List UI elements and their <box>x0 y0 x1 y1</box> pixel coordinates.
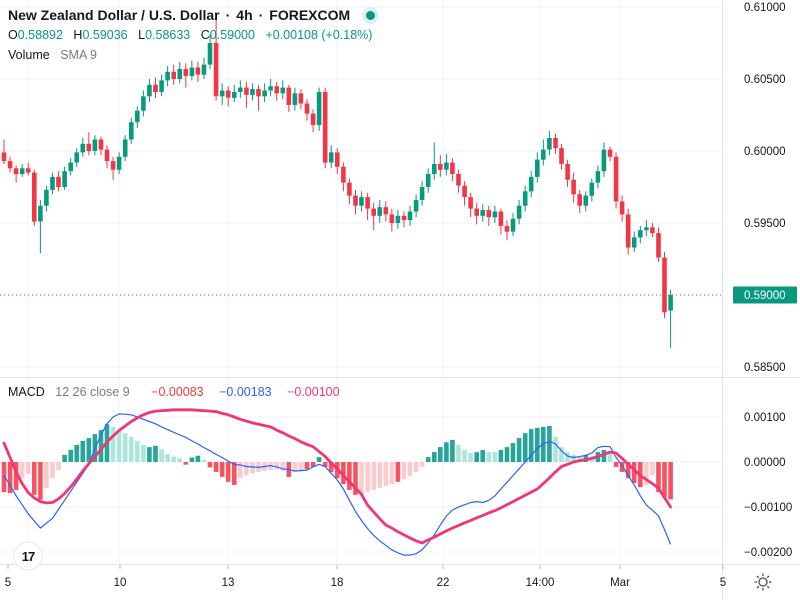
svg-text:0.59000: 0.59000 <box>744 290 786 302</box>
svg-text:17: 17 <box>22 549 35 564</box>
macd-params: 12 26 close 9 <box>55 385 130 399</box>
price-tick-label: 0.60500 <box>744 74 786 86</box>
price-scale[interactable]: 0.61000 0.60500 0.60000 0.59500 0.59000 0.585… <box>744 2 792 559</box>
macd-line-value: −0.00183 <box>219 385 272 399</box>
high-value: 0.59036 <box>82 28 128 42</box>
open-label: O <box>8 28 18 42</box>
change-value: +0.00108 (+0.18%) <box>265 28 373 42</box>
volume-legend[interactable]: Volume SMA 9 <box>8 48 375 63</box>
title-separator: · <box>225 7 231 23</box>
market-status-dot[interactable] <box>366 10 376 20</box>
macd-tick-label: −0.00100 <box>744 502 792 514</box>
price-tick-label: 0.60000 <box>744 146 786 158</box>
time-tick-label: 22 <box>437 577 450 589</box>
close-value: 0.59000 <box>209 28 255 42</box>
sun-icon[interactable] <box>754 573 772 591</box>
macd-tick-label: 0.00100 <box>744 412 786 424</box>
macd-signal-value: −0.00100 <box>287 385 340 399</box>
high-label: H <box>73 28 83 42</box>
time-tick-label: 13 <box>222 577 235 589</box>
last-price-badge: 0.59000 <box>733 286 797 304</box>
title-separator: · <box>258 7 264 23</box>
macd-hist-value: −0.00083 <box>151 385 204 399</box>
legend-main: New Zealand Dollar / U.S. Dollar · 4h · … <box>8 6 376 63</box>
low-value: 0.58633 <box>145 28 191 42</box>
low-label: L <box>138 28 146 42</box>
macd-tick-label: −0.00200 <box>744 547 792 559</box>
symbol-title[interactable]: New Zealand Dollar / U.S. Dollar <box>8 7 220 23</box>
price-tick-label: 0.58500 <box>744 362 786 374</box>
tradingview-logo[interactable]: 17 <box>13 541 43 571</box>
close-label: C <box>200 28 210 42</box>
time-tick-label: 5 <box>5 577 11 589</box>
interval-label[interactable]: 4h <box>236 7 253 23</box>
ohlc-row: O0.58892 H0.59036 L0.58633 C0.59000 +0.0… <box>8 28 375 43</box>
open-value: 0.58892 <box>17 28 63 42</box>
time-tick-label: 18 <box>331 577 344 589</box>
macd-signal-line <box>2 408 672 545</box>
macd-line <box>3 413 672 556</box>
macd-legend[interactable]: MACD 12 26 close 9 −0.00083 −0.00183 −0.… <box>8 385 340 400</box>
symbol-header: New Zealand Dollar / U.S. Dollar · 4h · … <box>8 6 376 24</box>
macd-label: MACD <box>8 385 45 399</box>
time-scale[interactable]: 5 10 13 18 22 14:00 Mar 5 <box>5 565 726 589</box>
exchange-label[interactable]: FOREXCOM <box>269 7 351 23</box>
macd-tick-label: 0.00000 <box>744 457 786 469</box>
volume-label: Volume <box>8 48 50 62</box>
volume-params: SMA 9 <box>60 48 98 62</box>
price-tick-label: 0.59500 <box>744 218 786 230</box>
time-tick-label: 5 <box>720 577 726 589</box>
time-tick-label: 14:00 <box>526 577 555 589</box>
price-tick-label: 0.61000 <box>744 2 786 14</box>
time-tick-label: Mar <box>610 577 630 589</box>
candlestick-series[interactable] <box>1 20 673 348</box>
time-tick-label: 10 <box>114 577 127 589</box>
